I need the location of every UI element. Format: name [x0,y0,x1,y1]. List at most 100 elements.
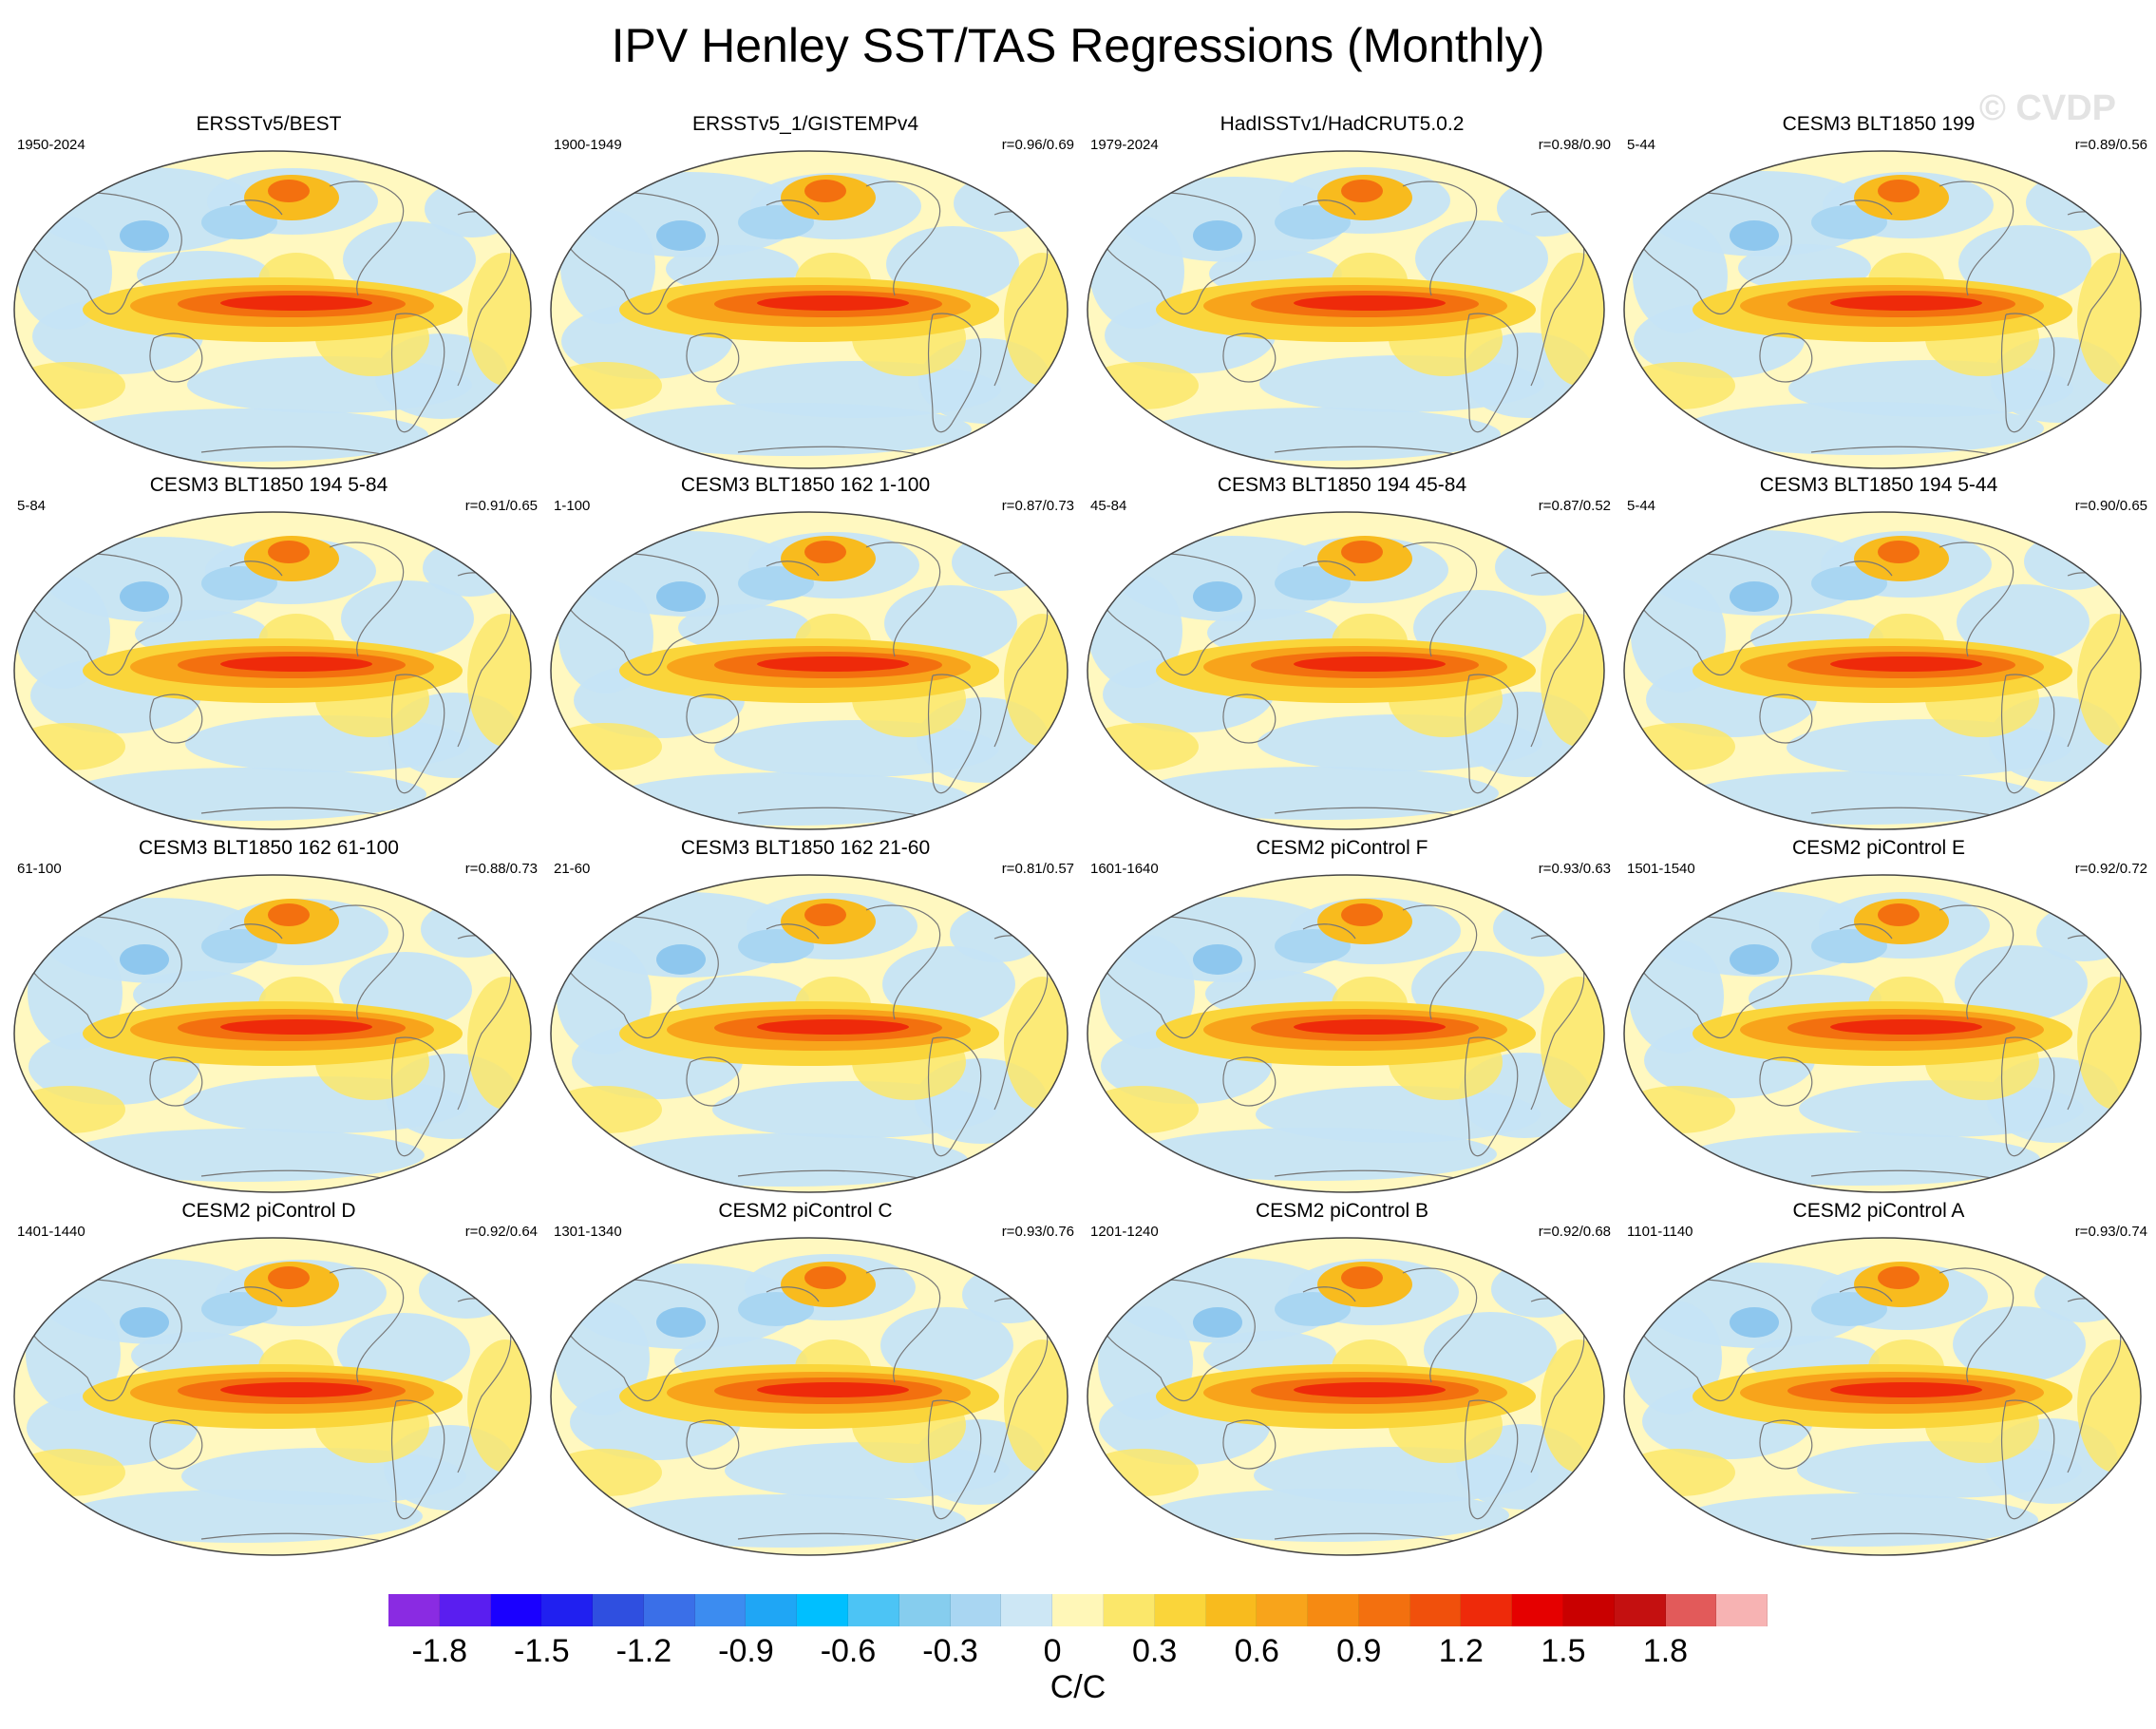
map-panel: CESM2 piControl F 1601-1640 r=0.93/0.63 [1073,836,1611,1199]
panel-title: CESM2 piControl E [1791,837,1966,859]
colorbar-tick-label: 1.2 [1438,1633,1484,1669]
map-panel: CESM2 piControl E 1501-1540 r=0.92/0.72 [1610,836,2147,1199]
world-map [1623,150,2142,469]
colorbar-swatch [593,1594,644,1626]
map-border [13,874,532,1193]
colorbar-swatch [1614,1594,1666,1626]
panel-title: CESM3 BLT1850 194 5-44 [1759,474,1998,496]
colorbar-swatch [1052,1594,1104,1626]
map-field [1087,512,1604,829]
world-map [1087,150,1605,469]
map-border [1623,874,2142,1193]
panel-year-range: 45-84 [1090,498,1127,514]
colorbar-swatch [1308,1594,1359,1626]
panel-correlation: r=0.92/0.68 [1538,1224,1611,1240]
panel-title: CESM2 piControl C [718,1200,893,1222]
coastlines [566,1267,1049,1542]
world-map [13,150,532,469]
panel-title: CESM3 BLT1850 194 5-84 [149,474,388,496]
colorbar-tick-label: -1.8 [411,1633,468,1669]
colorbar-swatch [643,1594,695,1626]
map-border [550,150,1069,469]
colorbar-swatch [388,1594,440,1626]
map-border [1623,150,2142,469]
map-panel: CESM3 BLT1850 194 45-84 45-84 r=0.87/0.52 [1073,473,1611,836]
colorbar-swatch [1562,1594,1615,1626]
colorbar-tick-label: -1.5 [514,1633,570,1669]
colorbar-swatch [1461,1594,1513,1626]
colorbar-swatch [1358,1594,1410,1626]
world-map [13,511,532,830]
map-field [1087,151,1604,468]
map-field [1624,512,2141,829]
colorbar-tick-labels: -1.8 -1.5 -1.2 -0.9 -0.6 -0.3 0 0.3 0.6 0.9 1.2 1.5… [388,1632,1768,1670]
panel-year-range: 5-44 [1627,498,1656,514]
panel-correlation: r=0.88/0.73 [464,861,538,877]
world-map [1623,1237,2142,1556]
world-map [1623,874,2142,1193]
panel-year-range: 1201-1240 [1090,1224,1159,1240]
panel-correlation: r=0.93/0.63 [1538,861,1611,877]
panel-title: CESM3 BLT1850 162 1-100 [680,474,931,496]
panel-correlation: r=0.81/0.57 [1001,861,1074,877]
world-map [550,1237,1069,1556]
colorbar-tick-label: -0.9 [718,1633,774,1669]
coastlines [1639,1267,2122,1542]
panel-title: CESM2 piControl A [1792,1200,1965,1222]
panel-title: CESM3 BLT1850 199 [1782,113,1976,135]
colorbar-swatch [848,1594,899,1626]
world-map [1087,1237,1605,1556]
panel-correlation: r=0.96/0.69 [1001,137,1074,153]
panel-year-range: 5-44 [1627,137,1656,153]
panel-correlation: r=0.89/0.56 [2074,137,2147,153]
map-border [550,511,1069,830]
panel-year-range: 1401-1440 [17,1224,85,1240]
colorbar-swatch [746,1594,798,1626]
map-field [14,1238,531,1555]
panel-title: HadISSTv1/HadCRUT5.0.2 [1220,113,1465,135]
colorbar-swatch [1512,1594,1563,1626]
coastlines [1103,180,1585,455]
map-field [1087,875,1604,1192]
panel-year-range: 1900-1949 [554,137,622,153]
colorbar-swatch [898,1594,951,1626]
map-field [551,1238,1068,1555]
map-field [551,512,1068,829]
map-border [1087,1237,1605,1556]
world-map [13,874,532,1193]
coastlines [566,542,1049,816]
colorbar-tick-label: 0.9 [1336,1633,1382,1669]
world-map [1623,511,2142,830]
colorbar-swatch [490,1594,542,1626]
map-border [1087,874,1605,1193]
coastlines [29,180,512,455]
map-border [13,1237,532,1556]
world-map [550,150,1069,469]
coastlines [29,1267,512,1542]
map-panel: ERSSTv5/BEST 1950-2024 [0,112,538,475]
panel-correlation: r=0.92/0.64 [464,1224,538,1240]
panel-year-range: 5-84 [17,498,47,514]
colorbar-swatch [1716,1594,1768,1626]
map-field [551,875,1068,1192]
map-border [13,511,532,830]
figure-title: IPV Henley SST/TAS Regressions (Monthly) [611,19,1545,72]
colorbar-swatch [950,1594,1002,1626]
map-field [1624,1238,2141,1555]
map-panel: ERSSTv5_1/GISTEMPv4 1900-1949 r=0.96/0.69 [537,112,1074,475]
panel-title: ERSSTv5_1/GISTEMPv4 [691,113,919,135]
colorbar-units: C/C [1050,1669,1106,1705]
map-border [13,150,532,469]
panel-year-range: 1301-1340 [554,1224,622,1240]
panel-title: ERSSTv5/BEST [196,113,342,135]
colorbar-swatch [1257,1594,1309,1626]
world-map [1087,511,1605,830]
coastlines [1103,904,1585,1179]
panel-year-range: 61-100 [17,861,62,877]
colorbar-swatch [797,1594,849,1626]
map-panel: CESM3 BLT1850 162 21-60 21-60 r=0.81/0.57 [537,836,1074,1199]
colorbar-tick-label: 0 [1043,1633,1062,1669]
colorbar-swatch [694,1594,747,1626]
colorbar-swatch [1154,1594,1206,1626]
colorbar-swatch [1409,1594,1462,1626]
